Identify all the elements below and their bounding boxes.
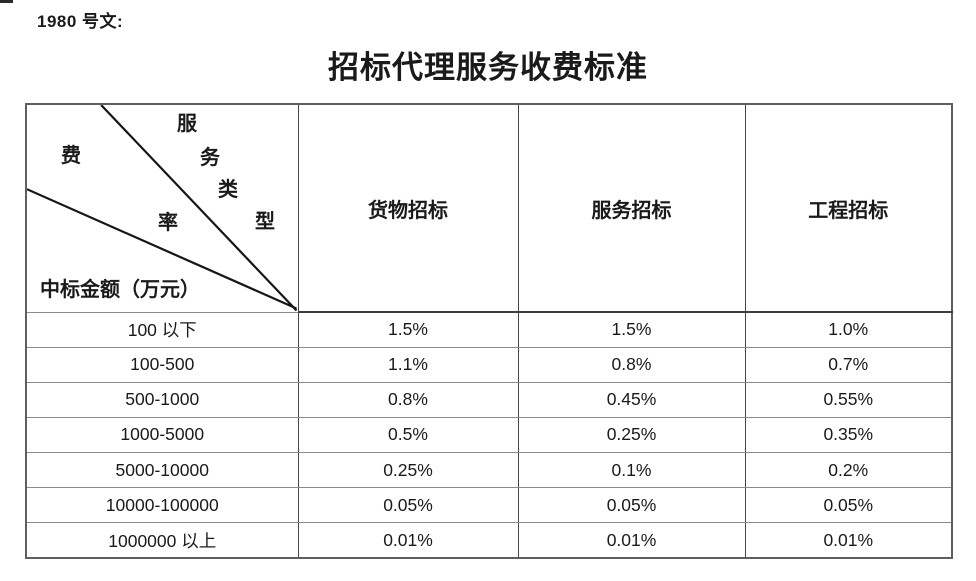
service-type-char: 服 (177, 111, 197, 135)
table-row: 500-1000 0.8% 0.45% 0.55% (25, 381, 953, 418)
service-type-char: 务 (200, 145, 220, 169)
fee-value: 0.35% (744, 416, 953, 454)
fee-standard-table: 服 务 类 型 费 率 中标金额（万元） 货物招标 服务招标 工程招标 100 … (25, 103, 953, 559)
diagonal-line-upper (100, 105, 298, 312)
table-row: 1000000 以上 0.01% 0.01% 0.01% (25, 522, 953, 559)
fee-value: 1.1% (297, 346, 519, 383)
page-title: 招标代理服务收费标准 (328, 50, 648, 86)
fee-value: 1.0% (744, 311, 953, 348)
fee-rate-char: 率 (158, 210, 178, 234)
diagonal-line-lower (27, 188, 297, 310)
table-corner-header: 服 务 类 型 费 率 中标金额（万元） (25, 103, 299, 313)
fee-value: 1.5% (297, 311, 519, 348)
fee-value: 0.01% (517, 522, 746, 559)
service-type-char: 型 (255, 209, 275, 233)
fee-value: 0.01% (744, 522, 953, 559)
fee-rate-char: 费 (61, 143, 81, 167)
table-row: 100-500 1.1% 0.8% 0.7% (25, 346, 953, 383)
fee-value: 0.05% (744, 487, 953, 524)
fee-value: 0.05% (517, 487, 746, 524)
table-row: 1000-5000 0.5% 0.25% 0.35% (25, 416, 953, 454)
fee-value: 0.25% (517, 416, 746, 454)
fee-value: 0.8% (297, 381, 519, 418)
fee-value: 0.25% (297, 452, 519, 489)
row-label: 100-500 (25, 346, 299, 383)
amount-axis-label: 中标金额（万元） (40, 277, 200, 301)
row-label: 100 以下 (25, 311, 299, 348)
fee-value: 0.5% (297, 416, 519, 454)
fee-value: 0.8% (517, 346, 746, 383)
column-header-goods: 货物招标 (297, 103, 519, 313)
fee-value: 0.55% (744, 381, 953, 418)
row-label: 1000-5000 (25, 416, 299, 454)
fee-value: 0.05% (297, 487, 519, 524)
table-header-row: 服 务 类 型 费 率 中标金额（万元） 货物招标 服务招标 工程招标 (25, 103, 953, 313)
fee-value: 0.1% (517, 452, 746, 489)
row-label: 500-1000 (25, 381, 299, 418)
column-header-engineering: 工程招标 (744, 103, 953, 313)
service-type-char: 类 (218, 177, 238, 201)
screenshot-edge-artifact (0, 0, 13, 3)
table-row: 10000-100000 0.05% 0.05% 0.05% (25, 487, 953, 524)
fee-value: 0.01% (297, 522, 519, 559)
fee-value: 0.7% (744, 346, 953, 383)
row-label: 10000-100000 (25, 487, 299, 524)
table-row: 5000-10000 0.25% 0.1% 0.2% (25, 452, 953, 489)
fee-value: 0.2% (744, 452, 953, 489)
doc-number-label: 1980 号文: (37, 12, 124, 31)
fee-value: 0.45% (517, 381, 746, 418)
diagonal-divider-lines (27, 105, 298, 312)
fee-value: 1.5% (517, 311, 746, 348)
row-label: 5000-10000 (25, 452, 299, 489)
row-label: 1000000 以上 (25, 522, 299, 559)
table-row: 100 以下 1.5% 1.5% 1.0% (25, 311, 953, 348)
column-header-service: 服务招标 (517, 103, 746, 313)
